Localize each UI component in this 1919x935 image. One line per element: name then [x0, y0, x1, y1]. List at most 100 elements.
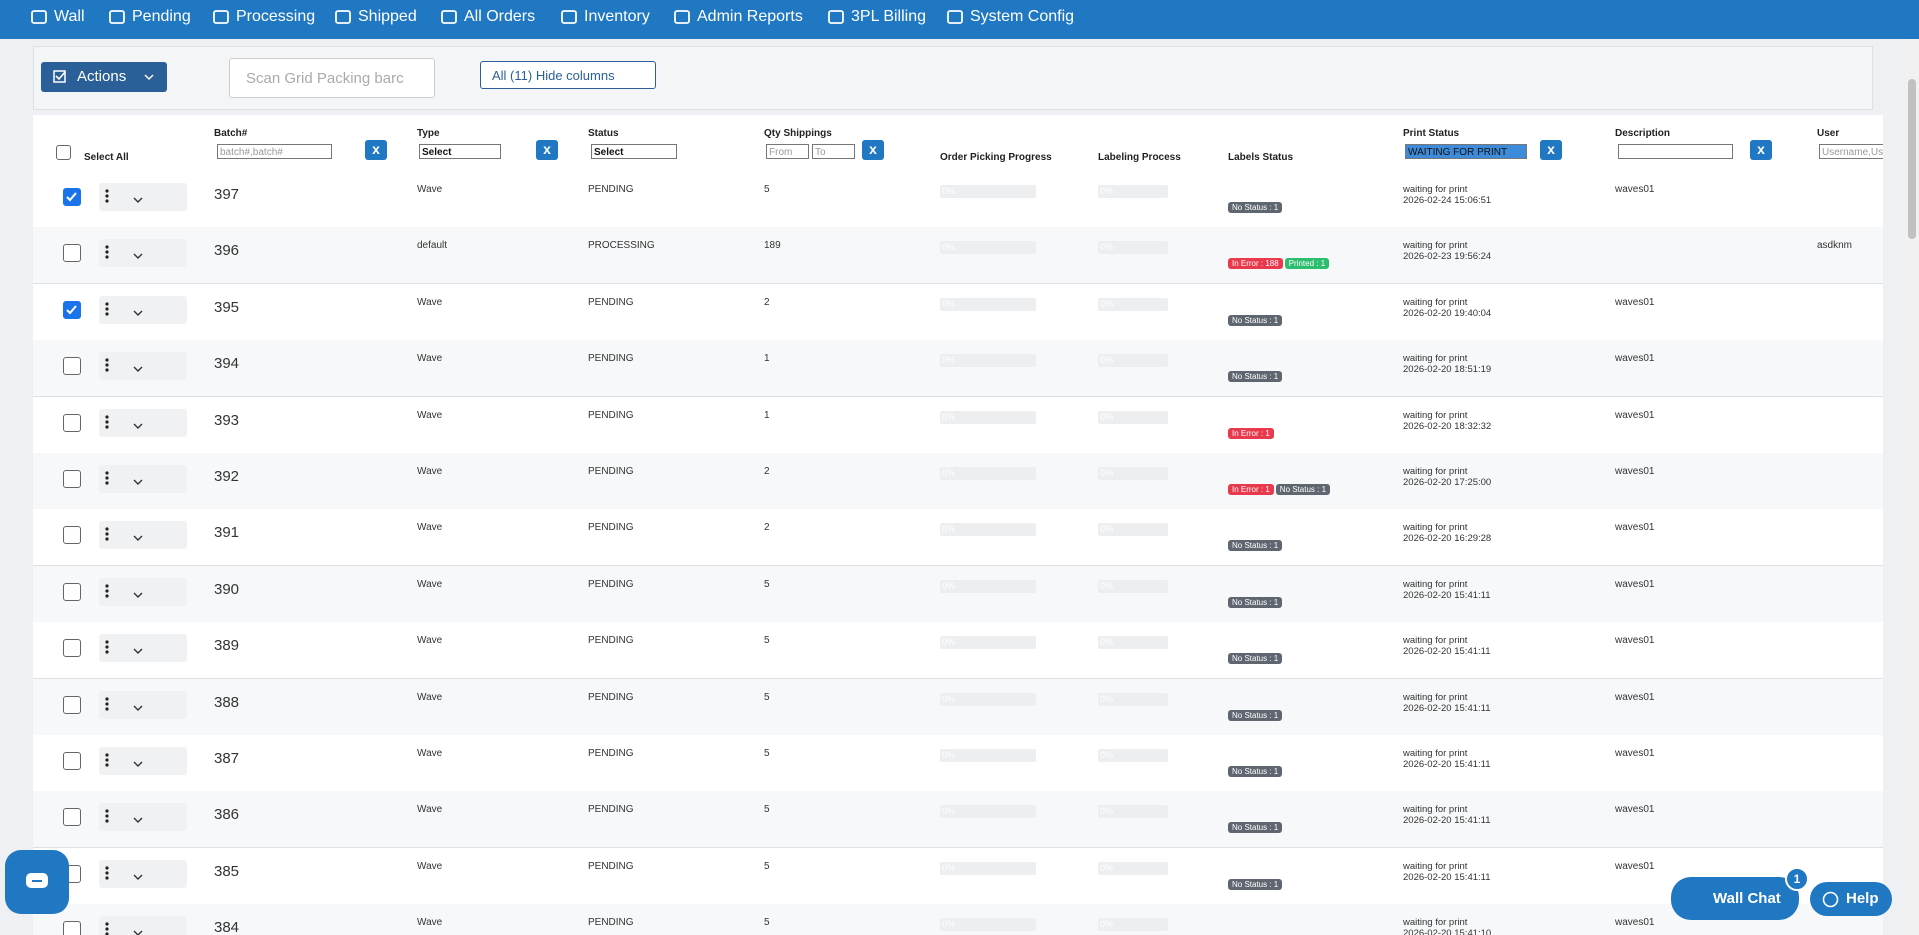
row-menu[interactable]	[99, 352, 187, 381]
scroll-thumb[interactable]	[1908, 79, 1916, 239]
filter-input[interactable]: WAITING FOR PRINT	[1405, 144, 1527, 159]
description: waves01	[1615, 353, 1655, 365]
labels-status: No Status : 1	[1228, 766, 1284, 777]
clear-filter-button[interactable]: x	[536, 140, 558, 160]
batch-number: 393	[214, 411, 240, 429]
labels-status: In Error : 188 Printed : 1	[1228, 258, 1331, 270]
filter-input[interactable]: From	[766, 144, 809, 159]
row-checkbox[interactable]	[63, 582, 81, 601]
nav-link[interactable]: All Orders	[440, 8, 535, 26]
chat-launcher[interactable]	[5, 850, 69, 914]
filter-input[interactable]	[1618, 144, 1733, 159]
scrollbar	[1905, 39, 1919, 935]
nav-link[interactable]: Processing	[212, 8, 315, 26]
row-menu[interactable]	[99, 577, 187, 606]
scan-input[interactable]: Scan Grid Packing barc	[229, 58, 435, 98]
row-checkbox[interactable]	[63, 526, 81, 545]
top-nav: Wall Pending Processing Shipped All Orders In…	[0, 0, 1919, 39]
nav-link[interactable]: Pending	[108, 8, 191, 26]
printed-at: 2026-02-20 15:41:11	[1403, 702, 1491, 714]
row-menu[interactable]	[99, 465, 187, 493]
menu-icons	[105, 245, 143, 260]
row-checkbox[interactable]	[63, 752, 81, 770]
nav-link[interactable]: Shipped	[334, 8, 417, 26]
labels-status: No Status : 1	[1228, 371, 1284, 383]
row-checkbox[interactable]	[63, 808, 81, 827]
batch-number: 386	[214, 806, 240, 824]
printed-at: 2026-02-20 18:51:19	[1403, 364, 1492, 376]
row-checkbox[interactable]	[63, 921, 81, 935]
printed-at: 2026-02-20 15:41:11	[1403, 815, 1491, 827]
clear-filter-button[interactable]: x	[365, 140, 387, 160]
nav-link[interactable]: 3PL Billing	[827, 8, 926, 26]
clear-filter-button[interactable]: x	[862, 140, 884, 160]
nav-link[interactable]: Admin Reports	[673, 8, 803, 26]
filter-input[interactable]: batch#,batch#	[217, 144, 332, 159]
batch-number: 384	[214, 919, 240, 935]
nav-link[interactable]: System Config	[946, 8, 1074, 26]
description: waves01	[1615, 917, 1655, 929]
column-header: Print Status	[1403, 128, 1460, 139]
clear-filter-button[interactable]: x	[1750, 140, 1772, 160]
row-checkbox[interactable]	[63, 357, 81, 376]
batch-type: Wave	[417, 466, 443, 477]
nav-link[interactable]: Wall	[30, 8, 85, 26]
batch-type: Wave	[417, 860, 443, 872]
printed-at: 2026-02-20 16:29:28	[1403, 533, 1492, 545]
row-checkbox[interactable]	[63, 244, 81, 263]
actions-button[interactable]: Actions	[41, 62, 167, 92]
row-menu[interactable]	[99, 803, 187, 832]
help-button[interactable]: Help	[1810, 882, 1892, 916]
row-menu[interactable]	[99, 239, 187, 268]
label-badge: No Status : 1	[1228, 202, 1283, 213]
labels-status: In Error : 1 No Status : 1	[1228, 484, 1332, 495]
description: waves01	[1615, 804, 1655, 816]
labeling-progress: 0%	[1098, 523, 1168, 537]
label-badge: No Status : 1	[1228, 540, 1283, 552]
row-checkbox[interactable]	[63, 639, 81, 658]
picking-progress: 0%	[940, 861, 1036, 875]
row-menu[interactable]	[99, 521, 187, 550]
toolbar: Actions Scan Grid Packing barc All (11) …	[33, 46, 1873, 110]
row-checkbox[interactable]	[63, 695, 81, 714]
labeling-progress: 0%	[1098, 467, 1168, 480]
menu-icons	[105, 584, 143, 598]
description: waves01	[1615, 522, 1655, 534]
filter-input[interactable]: Select	[419, 144, 501, 159]
row-menu[interactable]	[99, 747, 187, 775]
labels-status: In Error : 1	[1228, 427, 1276, 439]
header-row	[33, 115, 1883, 172]
row-menu[interactable]	[99, 690, 187, 719]
row-menu[interactable]	[99, 183, 187, 211]
select-all-checkbox[interactable]	[56, 145, 71, 160]
row-menu[interactable]	[99, 859, 187, 888]
row-menu[interactable]	[99, 408, 187, 437]
row-menu[interactable]	[99, 634, 187, 663]
table-row: 396 default PROCESSING 189 0% 0% In Error : 18…	[33, 227, 1883, 285]
qty-shippings: 5	[764, 748, 770, 759]
wall-chat-button[interactable]: Wall Chat	[1671, 877, 1799, 920]
column-header: Status	[588, 128, 619, 139]
nav-label: Wall	[54, 8, 85, 25]
printed-at: 2026-02-20 15:41:11	[1403, 759, 1491, 770]
row-menu[interactable]	[99, 295, 187, 324]
row-menu[interactable]	[99, 916, 187, 935]
row-checkbox[interactable]	[63, 188, 81, 206]
filter-input[interactable]: To	[812, 144, 855, 159]
batch-status: PENDING	[588, 353, 634, 365]
filter-input[interactable]: Select	[591, 144, 677, 159]
menu-icons	[105, 358, 143, 373]
row-checkbox[interactable]	[63, 413, 81, 432]
table-row: 394 Wave PENDING 1 0% 0% No Status : 1 waiting …	[33, 340, 1883, 398]
qty-shippings: 5	[764, 184, 770, 195]
column-header: Labeling Process	[1098, 152, 1181, 163]
row-checkbox[interactable]	[63, 470, 81, 488]
print-status: waiting for print	[1403, 804, 1468, 816]
nav-link[interactable]: Inventory	[560, 8, 650, 26]
qty-shippings: 5	[764, 917, 770, 929]
filter-input[interactable]: Username,Us	[1819, 144, 1883, 159]
clear-filter-button[interactable]: x	[1540, 140, 1562, 160]
columns-button[interactable]: All (11) Hide columns	[480, 61, 656, 89]
label-badge: No Status : 1	[1228, 766, 1283, 777]
row-checkbox[interactable]	[63, 300, 81, 319]
